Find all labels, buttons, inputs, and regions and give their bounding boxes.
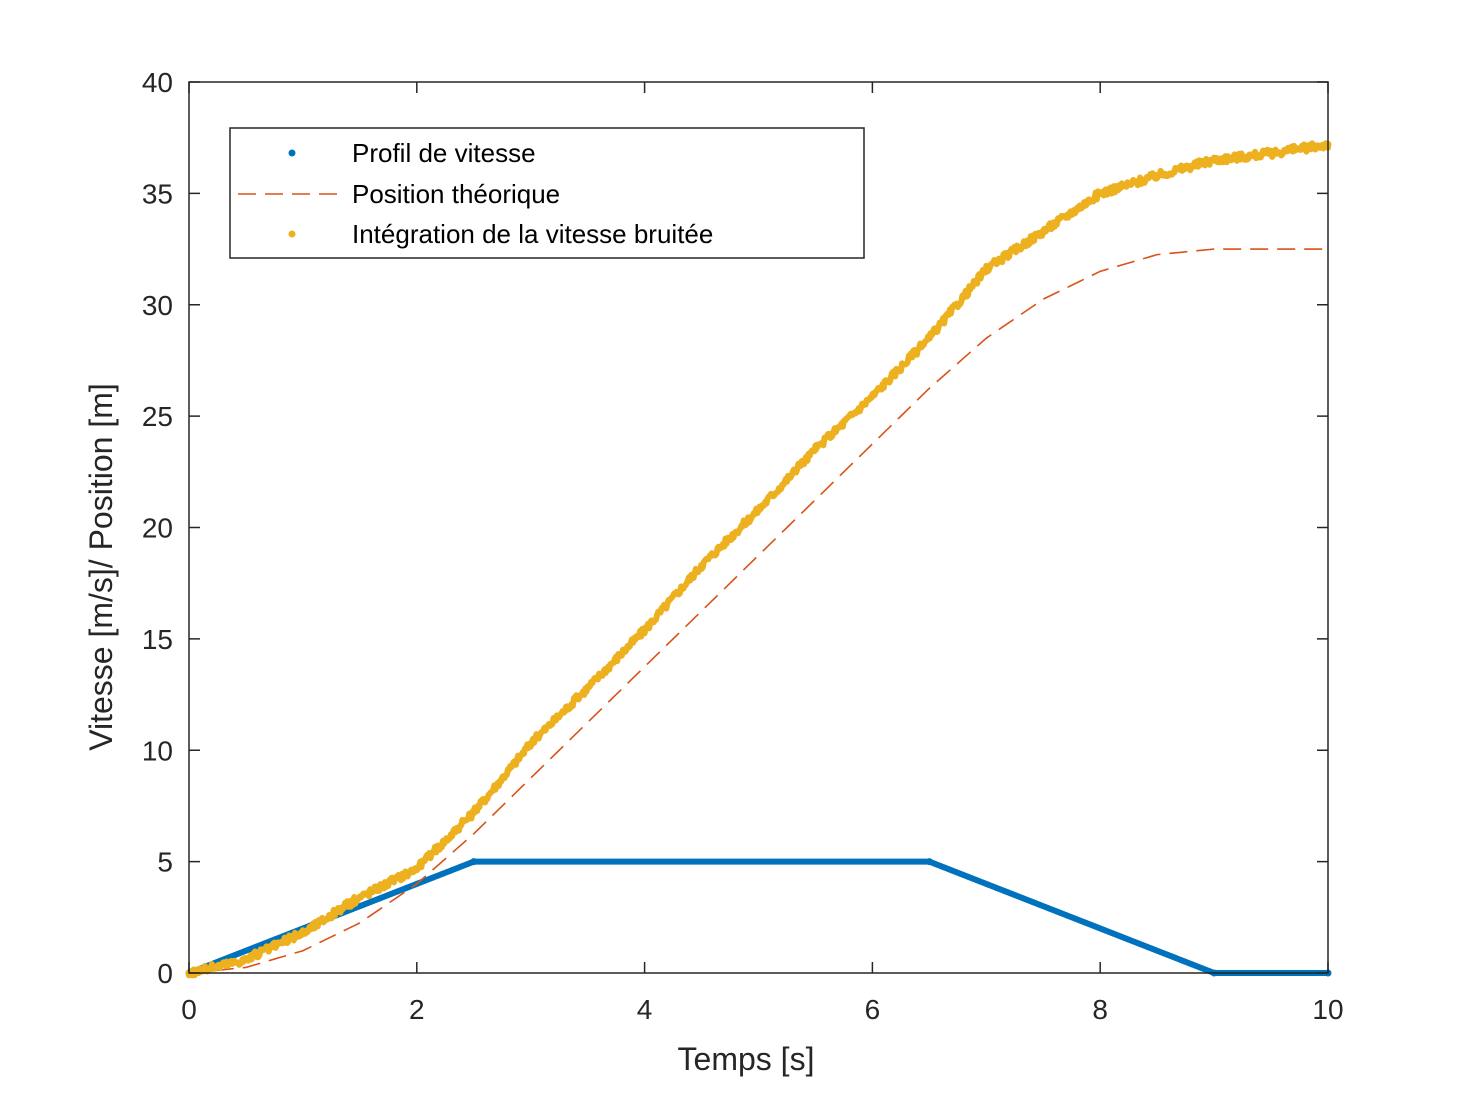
legend-label-integration: Intégration de la vitesse bruitée: [352, 219, 713, 249]
legend-label-profil: Profil de vitesse: [352, 138, 536, 168]
data-point-integration-vitesse-bruitee: [527, 740, 535, 748]
data-point-integration-vitesse-bruitee: [413, 864, 421, 872]
x-axis-label: Temps [s]: [678, 1041, 815, 1077]
x-axis: 0 2 4 6 8 10: [181, 82, 1344, 1025]
series-layer: [185, 140, 1332, 979]
data-point-integration-vitesse-bruitee: [1267, 149, 1275, 157]
y-tick-label: 0: [157, 958, 173, 989]
data-point-integration-vitesse-bruitee: [470, 809, 478, 817]
data-point-integration-vitesse-bruitee: [755, 506, 762, 514]
x-tick-label: 4: [637, 994, 653, 1025]
data-point-integration-vitesse-bruitee: [868, 392, 876, 400]
data-point-integration-vitesse-bruitee: [698, 561, 706, 569]
y-tick-label: 15: [142, 624, 173, 655]
series-line-profil-de-vitesse: [186, 858, 1331, 976]
data-point-profil-de-vitesse: [470, 858, 478, 866]
data-point-profil-de-vitesse: [925, 858, 933, 866]
x-tick-label: 8: [1092, 994, 1108, 1025]
data-point-integration-vitesse-bruitee: [299, 929, 307, 937]
data-point-integration-vitesse-bruitee: [1039, 227, 1047, 235]
legend-box: [229, 127, 865, 259]
x-tick-label: 0: [181, 994, 197, 1025]
y-axis: 0 5 10 15 20 25 30 35 40: [142, 67, 1328, 989]
x-tick-label: 10: [1312, 994, 1343, 1025]
series-position-theorique: [188, 248, 1328, 974]
x-tick-label: 6: [865, 994, 881, 1025]
data-point-integration-vitesse-bruitee: [356, 893, 364, 901]
data-point-integration-vitesse-bruitee: [641, 626, 649, 634]
data-point-integration-vitesse-bruitee: [925, 334, 933, 342]
y-tick-label: 40: [142, 67, 173, 98]
data-point-integration-vitesse-bruitee: [811, 446, 819, 454]
y-tick-label: 35: [142, 178, 173, 209]
legend-marker-profil: [288, 149, 296, 157]
data-point-integration-vitesse-bruitee: [1096, 189, 1104, 197]
data-point-integration-vitesse-bruitee: [584, 684, 592, 692]
y-tick-label: 10: [142, 735, 173, 766]
data-point-integration-vitesse-bruitee: [982, 265, 990, 273]
data-point-integration-vitesse-bruitee: [1153, 172, 1161, 180]
y-tick-label: 30: [142, 290, 173, 321]
y-tick-label: 25: [142, 401, 173, 432]
x-tick-label: 2: [409, 994, 425, 1025]
data-point-integration-vitesse-bruitee: [1210, 156, 1218, 164]
legend-label-position: Position théorique: [352, 179, 560, 209]
data-point-integration-vitesse-bruitee: [242, 956, 250, 964]
y-axis-label: Vitesse [m/s]/ Position [m]: [83, 383, 119, 751]
y-tick-label: 20: [142, 513, 173, 544]
legend: Profil de vitesse Position théorique Int…: [229, 127, 865, 259]
legend-marker-integration: [288, 230, 296, 238]
y-tick-label: 5: [157, 847, 173, 878]
series-line-position-theorique: [188, 248, 1328, 974]
